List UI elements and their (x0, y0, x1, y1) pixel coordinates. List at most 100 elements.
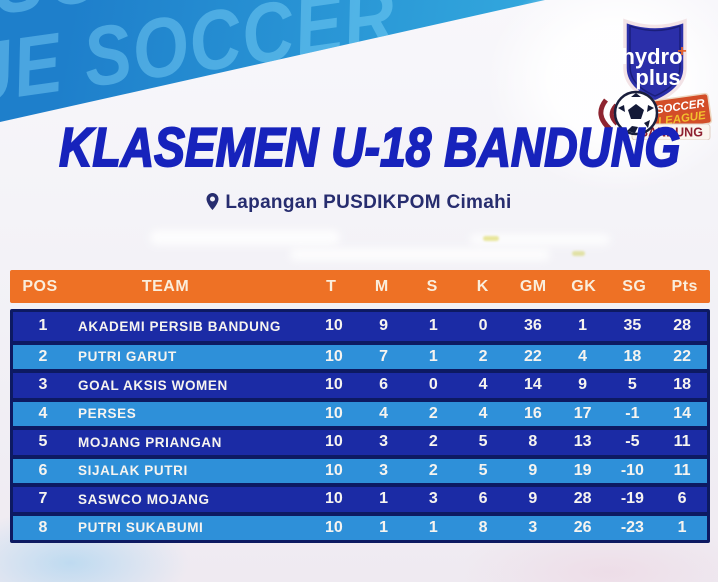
erased-smudge (470, 234, 610, 245)
cell-pos: 3 (38, 376, 48, 394)
cell-k: 5 (478, 461, 488, 479)
cell-k: 5 (478, 433, 488, 451)
cell-pos: 5 (38, 433, 48, 451)
cell-k: 4 (478, 376, 488, 394)
cell-t: 10 (324, 347, 343, 365)
cell-pts: 6 (677, 490, 687, 508)
cell-gk: 1 (578, 317, 588, 335)
cell-pts: 11 (673, 433, 691, 451)
cell-team: PERSES (78, 406, 137, 422)
shield-icon (623, 18, 687, 104)
table-row: 4 PERSES 10 4 2 4 16 17 -1 14 (13, 397, 707, 426)
table-row: 1 AKADEMI PERSIB BANDUNG 10 9 1 0 36 1 3… (13, 312, 707, 341)
cell-sg: -1 (625, 404, 640, 422)
cell-m: 4 (379, 404, 389, 422)
cell-t: 10 (324, 461, 343, 479)
cell-pts: 28 (673, 317, 692, 335)
cell-gk: 9 (578, 376, 588, 394)
cell-pos: 2 (38, 347, 48, 365)
cell-t: 10 (324, 490, 343, 508)
cell-t: 10 (324, 376, 343, 394)
column-header-t: T (326, 277, 337, 295)
cell-m: 1 (379, 518, 389, 536)
cell-s: 2 (428, 461, 438, 479)
cell-gm: 14 (523, 376, 542, 394)
cell-gk: 19 (573, 461, 592, 479)
logo-brand-plus: + (677, 43, 686, 60)
cell-sg: -23 (620, 518, 644, 536)
cell-team: AKADEMI PERSIB BANDUNG (78, 318, 281, 334)
cell-sg: -10 (620, 461, 644, 479)
page-title: KLASEMEN U-18 BANDUNG (0, 115, 718, 179)
cell-k: 0 (478, 317, 488, 335)
cell-s: 1 (428, 347, 438, 365)
cell-m: 6 (379, 376, 389, 394)
cell-s: 1 (428, 518, 438, 536)
cell-team: PUTRI SUKABUMI (78, 520, 204, 536)
table-body: 1 AKADEMI PERSIB BANDUNG 10 9 1 0 36 1 3… (10, 309, 710, 543)
column-header-gm: GM (519, 277, 547, 295)
standings-table: POS TEAM T M S K GM GK SG Pts 1 AKADEMI … (10, 270, 710, 543)
location-line: Lapangan PUSDIKPOM Cimahi (0, 192, 718, 214)
cell-t: 10 (324, 518, 343, 536)
cell-gk: 28 (573, 490, 592, 508)
cell-gm: 9 (528, 461, 538, 479)
table-header: POS TEAM T M S K GM GK SG Pts (10, 270, 710, 303)
cell-s: 2 (428, 433, 438, 451)
cell-gk: 4 (578, 347, 588, 365)
cell-gm: 22 (523, 347, 542, 365)
cell-sg: -5 (625, 433, 640, 451)
cell-team: SASWCO MOJANG (78, 491, 210, 507)
pen-speck (572, 251, 585, 256)
cell-gk: 13 (573, 433, 592, 451)
bandung-label: BANDUNG (639, 126, 703, 140)
cell-m: 3 (379, 433, 389, 451)
cell-s: 3 (428, 490, 438, 508)
cell-s: 1 (428, 317, 438, 335)
cell-gm: 36 (523, 317, 542, 335)
column-header-team: TEAM (141, 277, 190, 295)
cell-s: 2 (428, 404, 438, 422)
table-row: 5 MOJANG PRIANGAN 10 3 2 5 8 13 -5 11 (13, 426, 707, 455)
location-pin-icon (206, 193, 219, 210)
table-row: 7 SASWCO MOJANG 10 1 3 6 9 28 -19 6 (13, 483, 707, 512)
logo-brand-bottom: plus (635, 65, 680, 90)
watermark-text: UE SOCCER (0, 0, 403, 123)
column-header-m: M (374, 277, 389, 295)
table-row: 8 PUTRI SUKABUMI 10 1 1 8 3 26 -23 1 (13, 511, 707, 540)
erased-smudge (290, 248, 550, 261)
cell-team: GOAL AKSIS WOMEN (78, 377, 228, 393)
cell-m: 1 (379, 490, 389, 508)
cell-gm: 8 (528, 433, 538, 451)
cell-m: 3 (379, 461, 389, 479)
cell-pts: 22 (673, 347, 692, 365)
cell-pos: 7 (38, 490, 48, 508)
cell-t: 10 (324, 433, 343, 451)
column-header-s: S (426, 277, 438, 295)
erased-smudge (150, 230, 340, 245)
cell-k: 6 (478, 490, 488, 508)
cell-gm: 16 (523, 404, 542, 422)
column-header-gk: GK (571, 277, 597, 295)
cell-s: 0 (428, 376, 438, 394)
cell-m: 7 (379, 347, 389, 365)
column-header-sg: SG (622, 277, 647, 295)
cell-k: 8 (478, 518, 488, 536)
cell-gm: 3 (528, 518, 538, 536)
cell-t: 10 (324, 317, 343, 335)
pen-speck (483, 236, 499, 241)
cell-pos: 6 (38, 461, 48, 479)
cell-pos: 8 (38, 518, 48, 536)
cell-pts: 11 (673, 461, 691, 479)
cell-team: PUTRI GARUT (78, 349, 177, 365)
cell-t: 10 (324, 404, 343, 422)
cell-sg: -19 (620, 490, 644, 508)
table-row: 2 PUTRI GARUT 10 7 1 2 22 4 18 22 (13, 340, 707, 369)
cell-sg: 18 (623, 347, 642, 365)
page-title-text: KLASEMEN U-18 BANDUNG (58, 115, 681, 179)
column-header-pos: POS (22, 277, 58, 295)
cell-m: 9 (379, 317, 389, 335)
cell-pos: 4 (38, 404, 48, 422)
soccer-league-ribbon: SOCCER LEAGUE (647, 92, 713, 132)
